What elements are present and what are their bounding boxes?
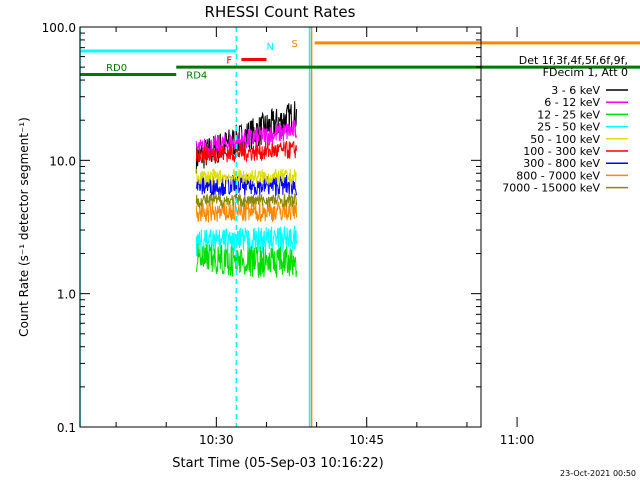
- legend-header-1: FDecim 1, Att 0: [543, 66, 628, 79]
- flag-label-rd4: RD4: [186, 71, 207, 82]
- legend-entry-label-3: 25 - 50 keV: [537, 121, 600, 134]
- legend: Det 1f,3f,4f,5f,6f,9f,FDecim 1, Att 0 3 -…: [502, 54, 628, 195]
- tick-layer: 10:3010:4511:0011:1511:3011:450.11.010.0…: [42, 21, 535, 447]
- legend-entry-label-0: 3 - 6 keV: [551, 84, 600, 97]
- series-5-segment-0: [195, 200, 297, 223]
- flag-label-n: N: [266, 42, 273, 53]
- series-0-segment-0: [195, 101, 297, 174]
- legend-entry-label-2: 12 - 25 keV: [537, 108, 600, 121]
- series-8-segment-0: [195, 243, 297, 278]
- y-axis-label: Count Rate (s⁻¹ detector segment⁻¹): [17, 117, 31, 337]
- series-layer: [195, 101, 297, 278]
- chart-title: RHESSI Count Rates: [205, 3, 356, 21]
- x-tick-label-1: 10:45: [349, 433, 384, 447]
- legend-entry-label-5: 100 - 300 keV: [523, 145, 600, 158]
- series-2-segment-0: [195, 140, 297, 164]
- series-4-segment-0: [196, 168, 297, 185]
- legend-entry-label-6: 300 - 800 keV: [523, 157, 600, 170]
- plot-frame: [79, 26, 482, 428]
- y-tick-label-0: 0.1: [57, 421, 76, 435]
- legend-header-0: Det 1f,3f,4f,5f,6f,9f,: [519, 54, 628, 67]
- y-tick-label-1: 1.0: [57, 288, 76, 302]
- y-tick-label-3: 100.0: [42, 21, 76, 35]
- footer-timestamp: 23-Oct-2021 00:50: [560, 469, 636, 478]
- legend-entry-label-1: 6 - 12 keV: [544, 96, 600, 109]
- flag-label-s: S: [292, 39, 298, 50]
- y-tick-label-2: 10.0: [49, 154, 76, 168]
- series-7-segment-0: [195, 225, 297, 257]
- x-tick-label-2: 11:00: [500, 433, 535, 447]
- series-6-segment-0: [195, 192, 297, 210]
- legend-entry-label-8: 7000 - 15000 keV: [502, 182, 600, 195]
- flag-layer: N F S RD0 RD4: [80, 39, 640, 82]
- legend-entry-label-7: 800 - 7000 keV: [516, 169, 600, 182]
- flag-label-rd0: RD0: [106, 63, 127, 74]
- flag-label-f: F: [226, 56, 232, 67]
- x-tick-label-0: 10:30: [199, 433, 234, 447]
- x-axis-label: Start Time (05-Sep-03 10:16:22): [172, 456, 383, 471]
- legend-entry-label-4: 50 - 100 keV: [530, 133, 600, 146]
